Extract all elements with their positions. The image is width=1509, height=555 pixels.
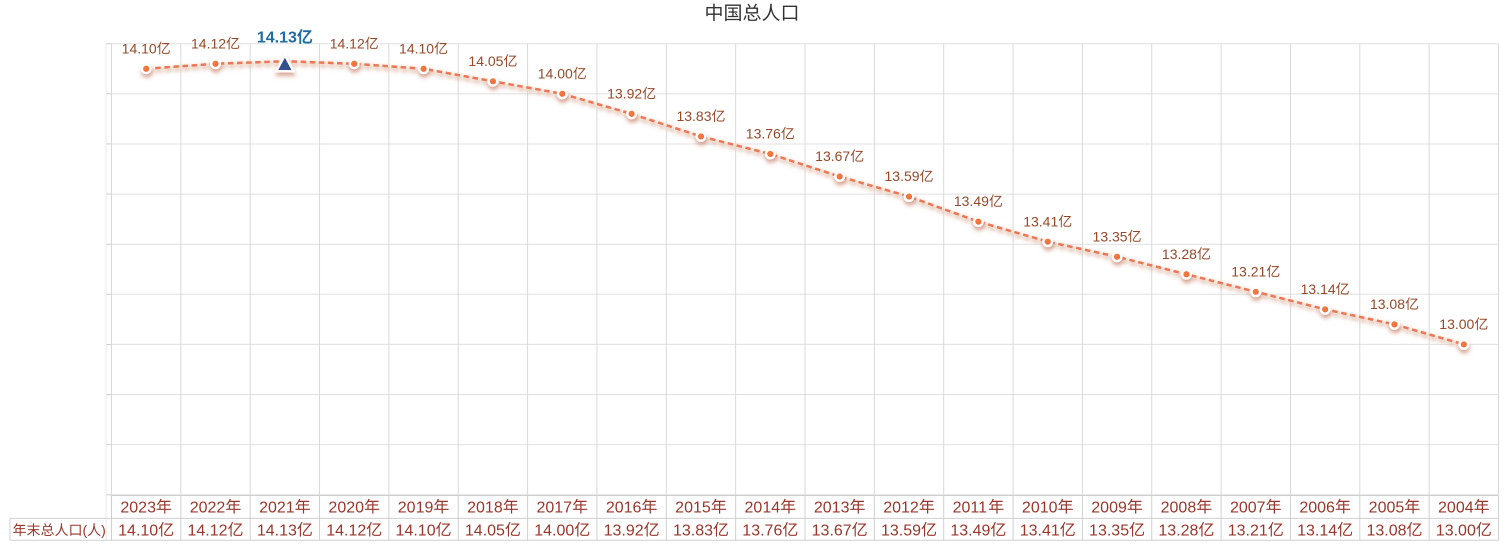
svg-text:2012: 2012 bbox=[883, 499, 919, 516]
svg-text:13.14: 13.14 bbox=[1301, 281, 1336, 297]
svg-text:13.59: 13.59 bbox=[885, 168, 920, 184]
svg-text:14.00: 14.00 bbox=[534, 522, 574, 539]
svg-text:2010: 2010 bbox=[1022, 499, 1058, 516]
svg-text:14.10: 14.10 bbox=[399, 40, 434, 56]
svg-text:2014: 2014 bbox=[745, 499, 781, 516]
svg-text:2020: 2020 bbox=[328, 499, 364, 516]
svg-text:): ) bbox=[101, 522, 106, 538]
svg-text:13.14: 13.14 bbox=[1297, 522, 1337, 539]
svg-text:13.35: 13.35 bbox=[1093, 228, 1128, 244]
svg-text:(: ( bbox=[83, 522, 88, 538]
svg-text:2021: 2021 bbox=[259, 499, 295, 516]
svg-text:13.35: 13.35 bbox=[1089, 522, 1129, 539]
svg-text:2009: 2009 bbox=[1091, 499, 1127, 516]
svg-text:13.28: 13.28 bbox=[1158, 522, 1198, 539]
svg-text:14.13: 14.13 bbox=[257, 522, 297, 539]
svg-text:2008: 2008 bbox=[1161, 499, 1197, 516]
svg-text:13.76: 13.76 bbox=[746, 126, 781, 142]
svg-text:14.05: 14.05 bbox=[465, 522, 505, 539]
svg-text:13.08: 13.08 bbox=[1370, 296, 1405, 312]
svg-text:13.49: 13.49 bbox=[954, 193, 989, 209]
svg-text:14.12: 14.12 bbox=[188, 522, 228, 539]
svg-text:13.00: 13.00 bbox=[1436, 522, 1476, 539]
svg-text:2007: 2007 bbox=[1230, 499, 1266, 516]
svg-text:2016: 2016 bbox=[606, 499, 642, 516]
svg-text:13.83: 13.83 bbox=[676, 108, 711, 124]
svg-text:14.05: 14.05 bbox=[468, 53, 503, 69]
svg-text:13.21: 13.21 bbox=[1228, 522, 1268, 539]
svg-text:2017: 2017 bbox=[536, 499, 572, 516]
svg-text:2005: 2005 bbox=[1369, 499, 1405, 516]
svg-text:14.10: 14.10 bbox=[396, 522, 436, 539]
svg-text:13.92: 13.92 bbox=[604, 522, 644, 539]
svg-text:2015: 2015 bbox=[675, 499, 711, 516]
svg-text:2019: 2019 bbox=[398, 499, 434, 516]
svg-text:14.10: 14.10 bbox=[122, 40, 157, 56]
svg-text:13.67: 13.67 bbox=[812, 522, 852, 539]
svg-text:13.83: 13.83 bbox=[673, 522, 713, 539]
svg-text:14.13: 14.13 bbox=[257, 30, 297, 47]
svg-text:13.00: 13.00 bbox=[1439, 316, 1474, 332]
svg-text:13.76: 13.76 bbox=[742, 522, 782, 539]
svg-text:13.59: 13.59 bbox=[881, 522, 921, 539]
svg-text:2013: 2013 bbox=[814, 499, 850, 516]
svg-text:2023: 2023 bbox=[120, 499, 156, 516]
svg-text:13.67: 13.67 bbox=[815, 148, 850, 164]
svg-text:2011: 2011 bbox=[953, 499, 988, 516]
svg-text:13.41: 13.41 bbox=[1020, 522, 1060, 539]
svg-text:13.28: 13.28 bbox=[1162, 246, 1197, 262]
svg-text:14.12: 14.12 bbox=[330, 35, 365, 51]
svg-text:2018: 2018 bbox=[467, 499, 503, 516]
svg-text:13.92: 13.92 bbox=[607, 85, 642, 101]
svg-text:2006: 2006 bbox=[1299, 499, 1335, 516]
svg-text:13.21: 13.21 bbox=[1231, 263, 1266, 279]
svg-text:13.49: 13.49 bbox=[950, 522, 990, 539]
svg-text:2022: 2022 bbox=[190, 499, 226, 516]
svg-text:14.00: 14.00 bbox=[538, 65, 573, 81]
svg-text:14.12: 14.12 bbox=[326, 522, 366, 539]
svg-text:13.08: 13.08 bbox=[1366, 522, 1406, 539]
svg-text:14.12: 14.12 bbox=[191, 35, 226, 51]
svg-text:13.41: 13.41 bbox=[1023, 213, 1058, 229]
svg-text:14.10: 14.10 bbox=[118, 522, 158, 539]
svg-text:2004: 2004 bbox=[1438, 499, 1474, 516]
